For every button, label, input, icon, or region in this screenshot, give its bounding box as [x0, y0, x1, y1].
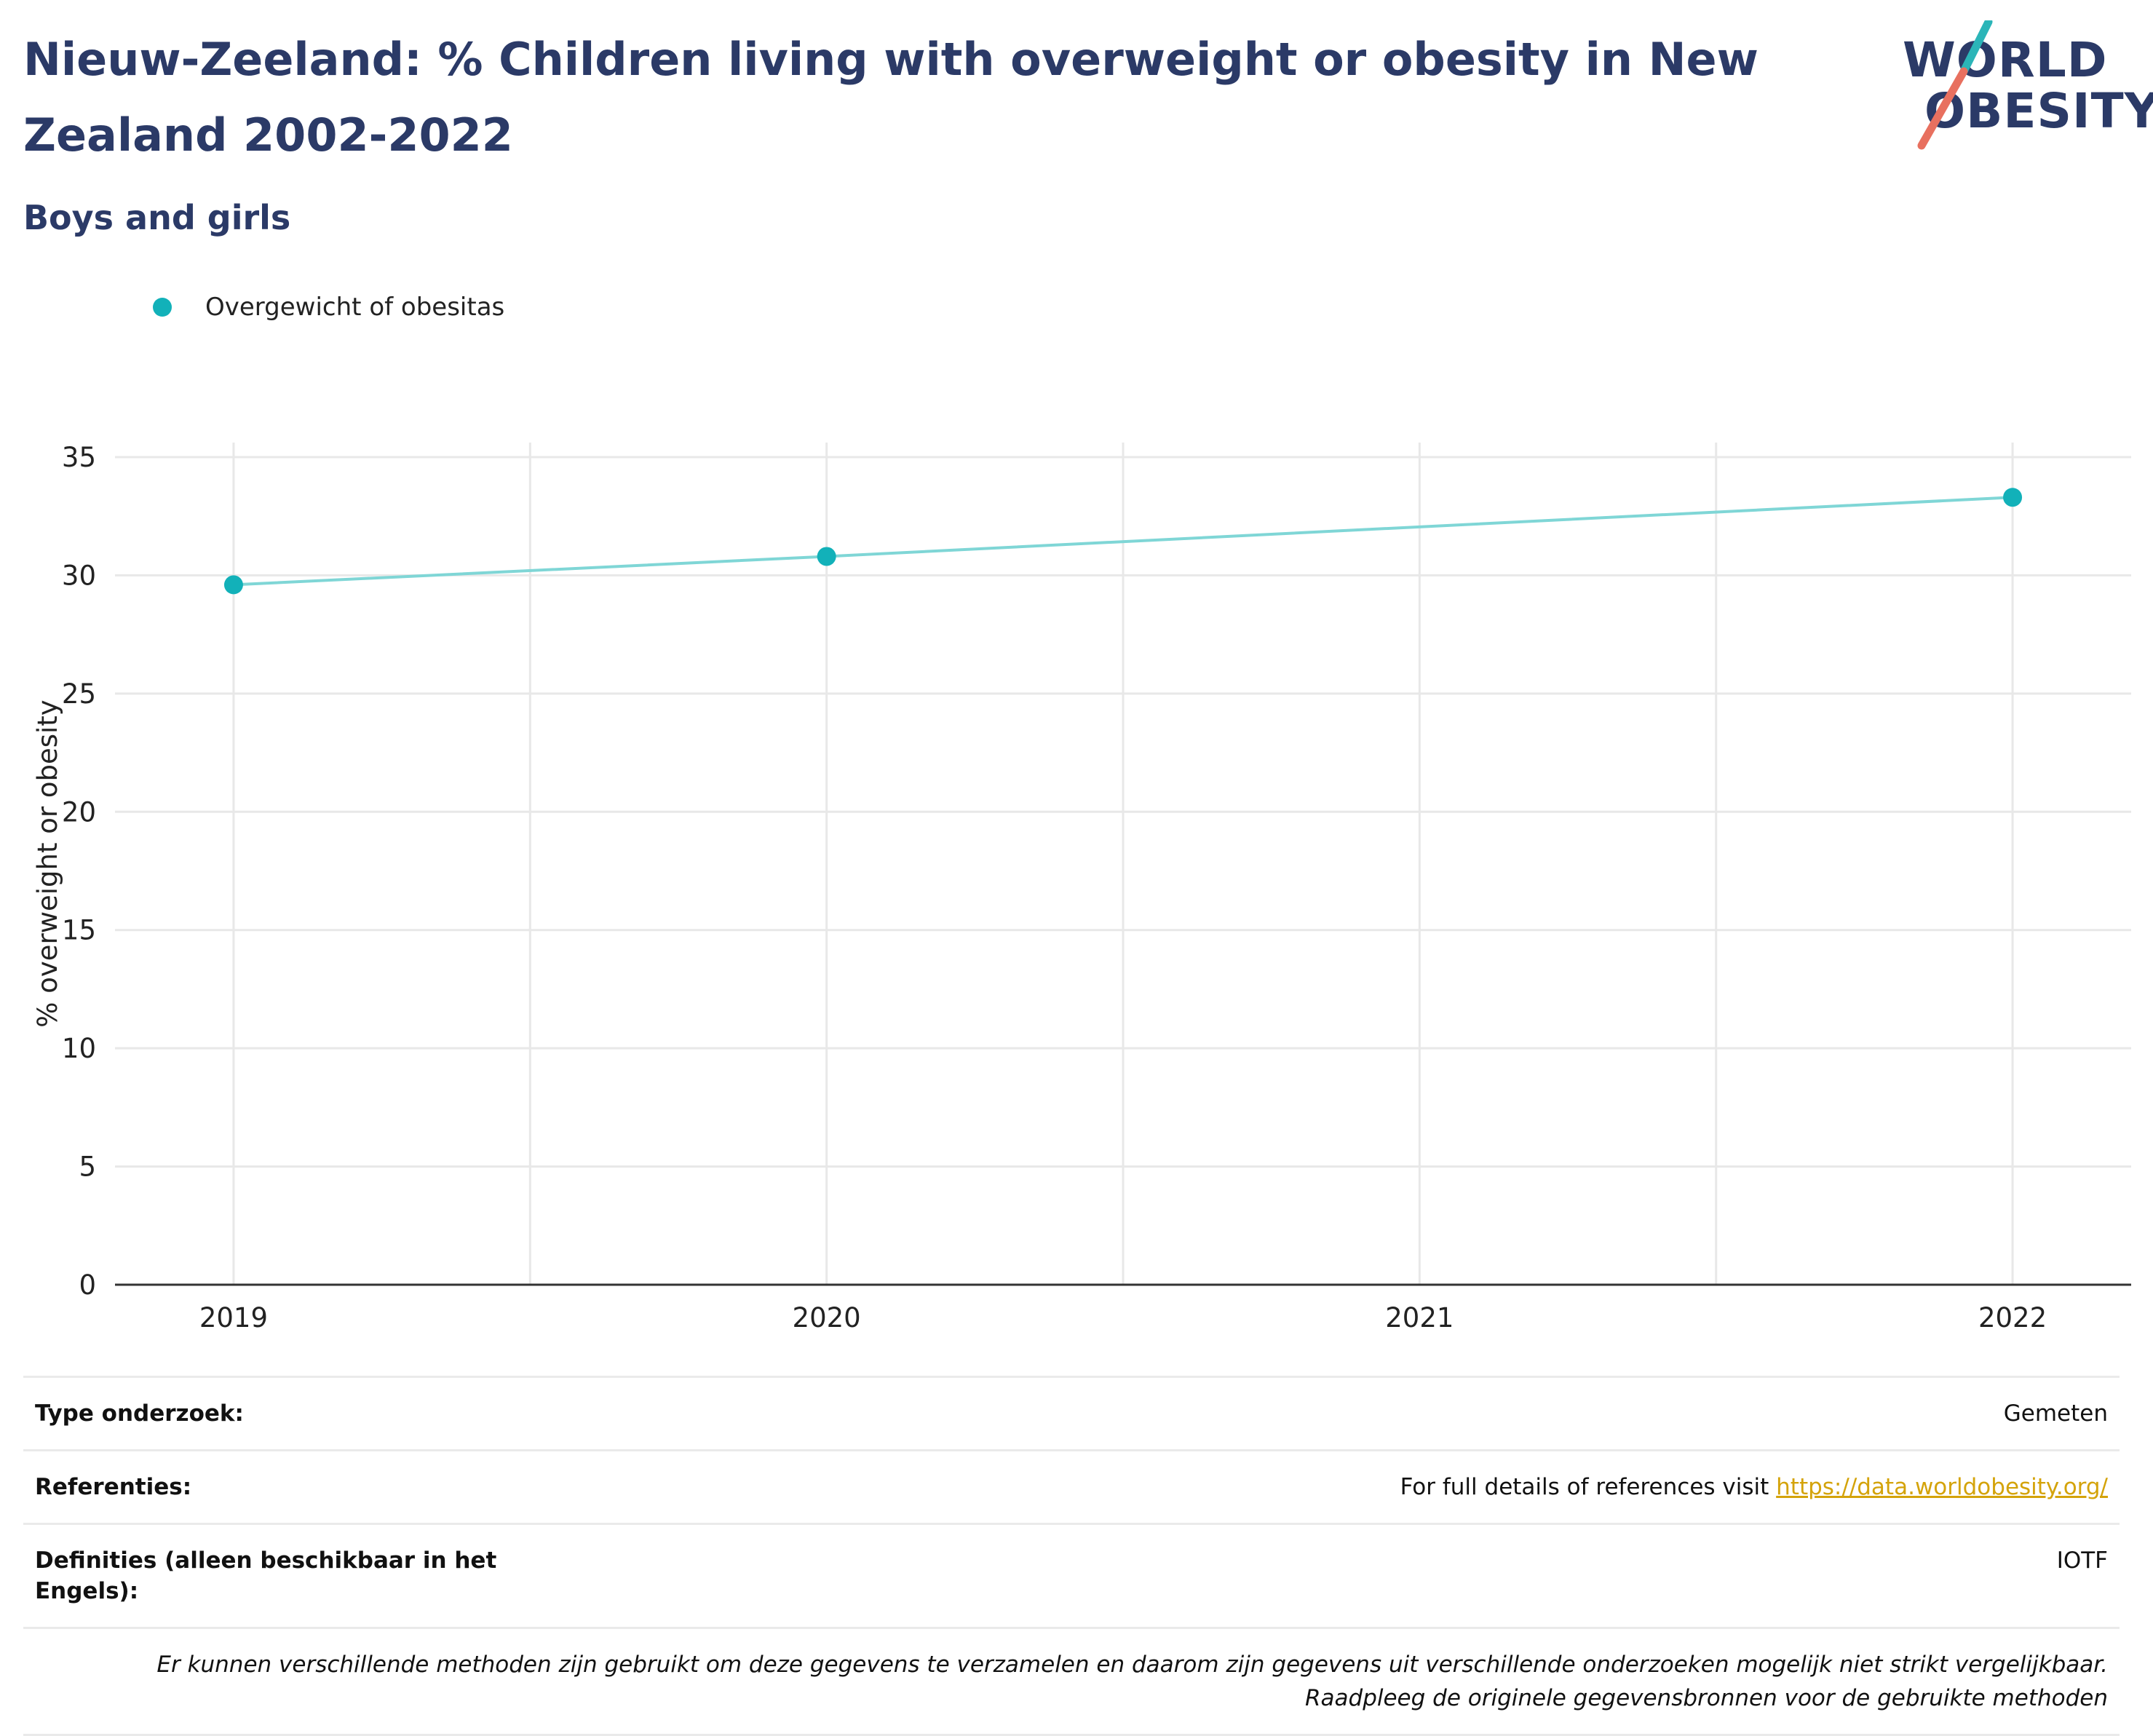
x-tick-label: 2022: [1978, 1302, 2047, 1333]
y-tick-label: 20: [62, 796, 96, 828]
y-tick-label: 15: [62, 915, 96, 946]
y-axis-title: % overweight or obesity: [32, 699, 63, 1027]
logo-slash-icon: [1917, 20, 1993, 150]
logo-word-obesity: OBESITY: [1924, 83, 2153, 139]
meta-row-references: Referenties: For full details of referen…: [23, 1449, 2120, 1523]
world-obesity-logo: WORLD OBESITY: [1892, 20, 2153, 151]
meta-value-definitions: IOTF: [2056, 1547, 2108, 1574]
y-tick-label: 0: [79, 1269, 96, 1301]
meta-row-type: Type onderzoek: Gemeten: [23, 1376, 2120, 1449]
chart-title: Nieuw-Zeeland: % Children living with ov…: [23, 33, 1759, 162]
meta-key-type: Type onderzoek:: [35, 1400, 244, 1427]
chart-legend: Overgewicht of obesitas: [153, 293, 504, 322]
legend-label: Overgewicht of obesitas: [205, 293, 505, 322]
metadata-table: Type onderzoek: Gemeten Referenties: For…: [23, 1376, 2120, 1736]
meta-key-definitions: Definities (alleen beschikbaar in het En…: [35, 1547, 497, 1604]
data-point: [2003, 488, 2023, 507]
meta-key-references: Referenties:: [35, 1474, 192, 1500]
y-tick-label: 35: [62, 442, 96, 473]
y-tick-label: 10: [62, 1033, 96, 1064]
line-chart: 0 5 10 15 20 25 30 35 2019 2020 2021 2022 % overweig…: [32, 442, 2131, 1333]
references-text: For full details of references visit: [1400, 1474, 1777, 1500]
data-point: [817, 547, 836, 566]
meta-value-references: For full details of references visit htt…: [1400, 1472, 2108, 1502]
references-link[interactable]: https://data.worldobesity.org/: [1776, 1474, 2108, 1500]
data-point: [223, 575, 243, 595]
meta-value-type: Gemeten: [2003, 1400, 2108, 1427]
x-tick-label: 2021: [1385, 1302, 1454, 1333]
logo-word-world: WORLD: [1903, 32, 2108, 88]
methodology-note: Er kunnen verschillende methoden zijn ge…: [23, 1627, 2120, 1736]
x-tick-label: 2020: [793, 1302, 861, 1333]
x-tick-label: 2019: [199, 1302, 268, 1333]
meta-row-definitions: Definities (alleen beschikbaar in het En…: [23, 1523, 2120, 1627]
y-tick-label: 30: [62, 560, 96, 591]
chart-subtitle: Boys and girls: [23, 198, 291, 237]
y-tick-label: 5: [79, 1152, 96, 1183]
legend-marker: [153, 298, 172, 317]
y-tick-label: 25: [62, 678, 96, 710]
